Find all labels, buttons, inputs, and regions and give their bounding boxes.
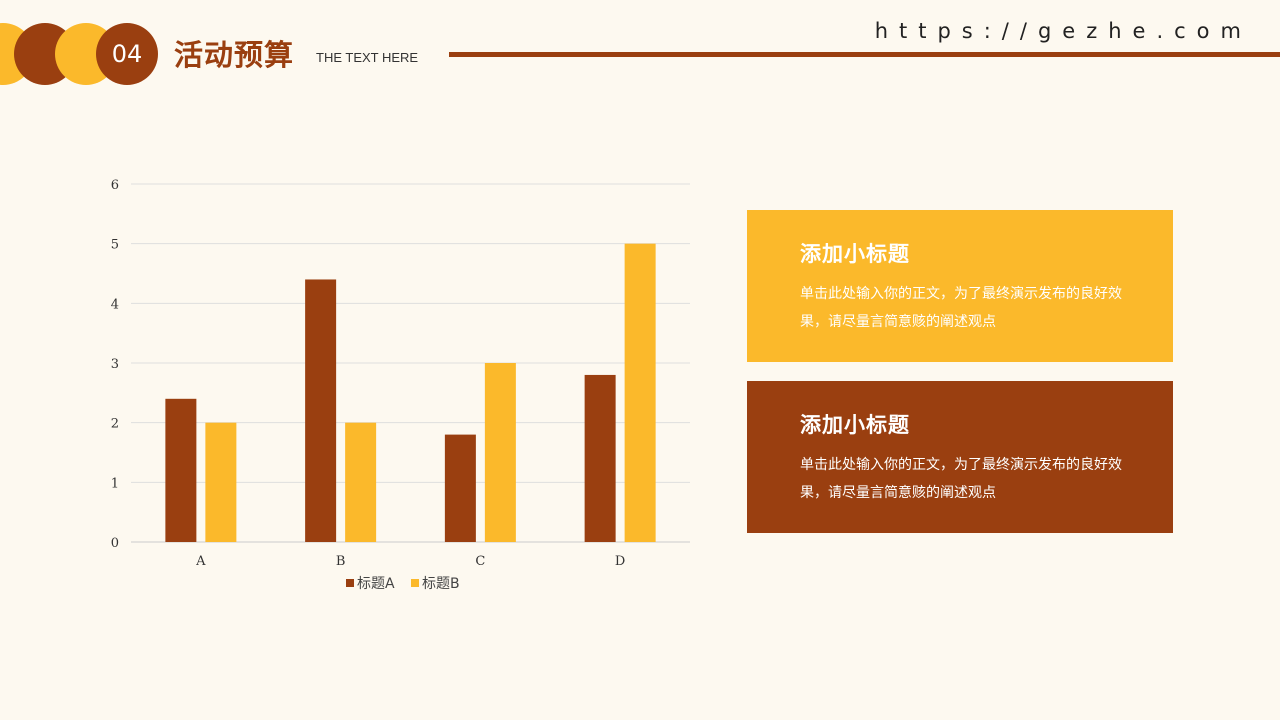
- y-tick-label: 6: [111, 178, 119, 193]
- x-tick-label: D: [615, 554, 625, 569]
- y-tick-label: 2: [111, 417, 119, 432]
- y-tick-label: 3: [111, 357, 119, 372]
- bar: [444, 434, 476, 542]
- bar-chart: 0 1 2 3 4 5 6 A B C D 标题A 标题B: [111, 178, 690, 592]
- y-tick-label: 5: [111, 238, 119, 253]
- bar: [484, 363, 516, 542]
- x-tick-label: A: [195, 554, 206, 569]
- legend-label: 标题B: [422, 576, 460, 592]
- bar: [305, 279, 337, 542]
- page-subtitle: THE TEXT HERE: [316, 50, 419, 65]
- card-body: 单击此处输入你的正文，为了最终演示发布的良好效果，请尽量言简意赅的阐述观点: [800, 457, 1122, 501]
- y-tick-label: 4: [111, 297, 119, 312]
- card-body: 单击此处输入你的正文，为了最终演示发布的良好效果，请尽量言简意赅的阐述观点: [800, 286, 1122, 330]
- legend-swatch: [411, 579, 419, 587]
- y-tick-label: 1: [111, 476, 119, 491]
- page-title: 活动预算: [174, 38, 295, 72]
- bar: [345, 422, 377, 542]
- y-tick-label: 0: [111, 536, 119, 551]
- bar: [624, 243, 656, 542]
- bar: [584, 374, 616, 542]
- section-number-badge: 04: [96, 23, 158, 85]
- bar: [165, 398, 197, 542]
- card-title: 添加小标题: [800, 413, 910, 437]
- card-title: 添加小标题: [800, 242, 910, 266]
- x-tick-label: C: [475, 554, 485, 569]
- x-tick-label: B: [336, 554, 346, 569]
- bar: [205, 422, 237, 542]
- info-card-2: 添加小标题 单击此处输入你的正文，为了最终演示发布的良好效果，请尽量言简意赅的阐…: [747, 381, 1173, 533]
- info-card-1: 添加小标题 单击此处输入你的正文，为了最终演示发布的良好效果，请尽量言简意赅的阐…: [747, 210, 1173, 362]
- legend-swatch: [346, 579, 354, 587]
- site-url: https://gezhe.com: [874, 19, 1252, 43]
- legend-label: 标题A: [357, 576, 395, 592]
- header-divider: [449, 52, 1280, 57]
